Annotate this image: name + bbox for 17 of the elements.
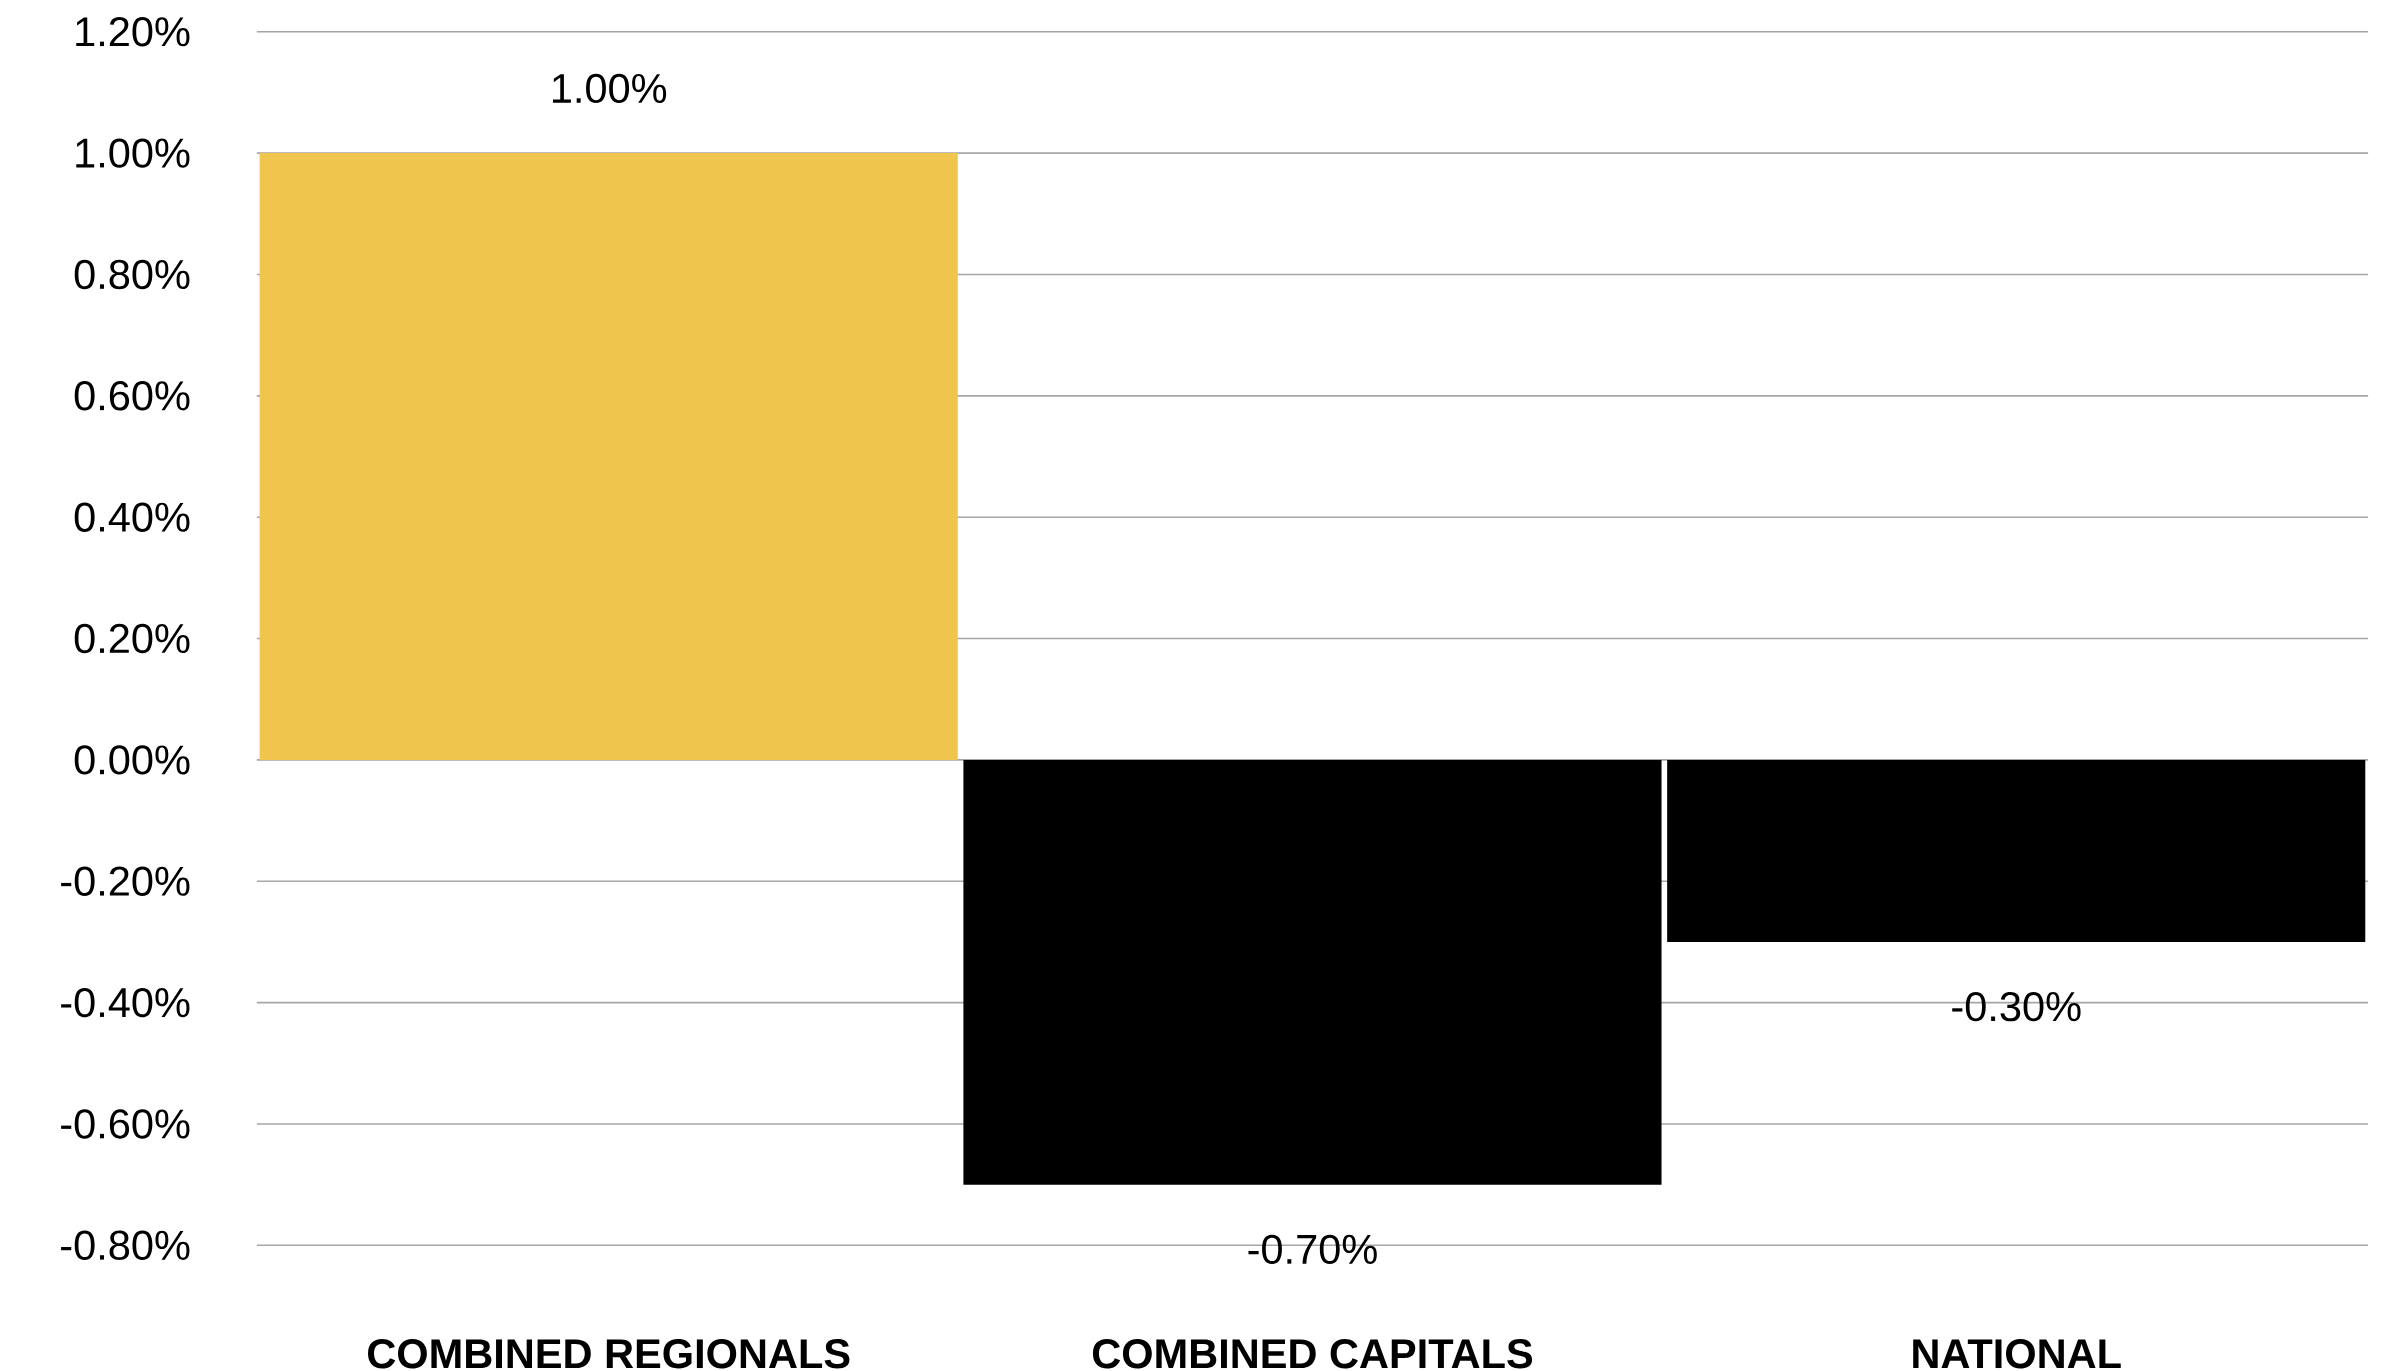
data-label: 1.00% [552,73,667,103]
y-tick-label: 0.20% [74,623,190,654]
y-tick-label: 0.80% [74,259,190,289]
x-tick-label: COMBINED CAPITALS [1092,1338,1533,1369]
y-tick-label: -0.20% [61,866,190,896]
y-tick-label: -0.80% [61,1230,190,1260]
x-tick-label: COMBINED REGIONALS [368,1338,850,1369]
y-tick-label: 1.20% [76,16,190,47]
y-tick-label: 0.40% [74,502,190,532]
data-label: -0.70% [1248,1234,1377,1264]
y-tick-label: -0.60% [61,1109,190,1139]
y-tick-label: -0.40% [61,987,190,1018]
y-tick-label: 0.60% [74,380,190,411]
y-tick-label: 1.00% [76,138,190,168]
y-tick-label: 0.00% [74,744,190,775]
x-tick-label: NATIONAL [1913,1338,2121,1369]
data-label: -0.30% [1952,991,2081,1022]
